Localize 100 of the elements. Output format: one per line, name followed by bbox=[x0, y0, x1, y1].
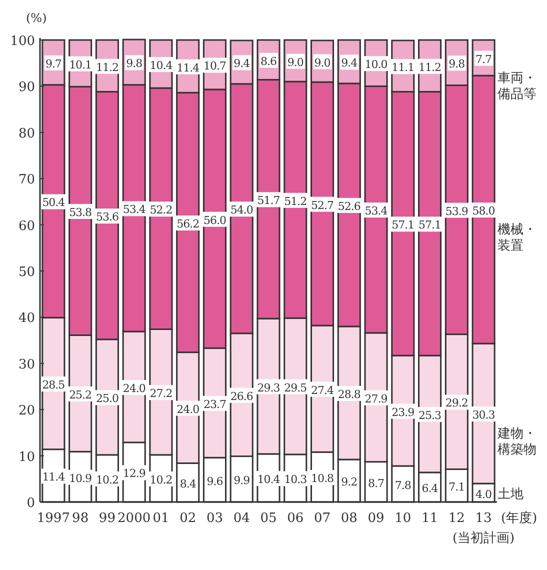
data-label: 10.8 bbox=[311, 472, 334, 486]
x-tick-label: 04 bbox=[233, 511, 250, 526]
data-label: 10.7 bbox=[203, 60, 226, 73]
data-label: 9.9 bbox=[234, 474, 250, 488]
data-label: 57.1 bbox=[418, 218, 442, 232]
data-label: 52.7 bbox=[311, 198, 334, 212]
data-label: 27.2 bbox=[150, 387, 172, 400]
data-label: 30.3 bbox=[472, 408, 496, 422]
data-label: 10.4 bbox=[150, 59, 173, 72]
data-label: 24.0 bbox=[122, 382, 146, 395]
data-label: 53.6 bbox=[96, 210, 119, 224]
data-label: 56.2 bbox=[176, 217, 200, 230]
data-label: 7.1 bbox=[448, 480, 465, 494]
x-tick-label: 99 bbox=[98, 511, 116, 526]
data-label: 53.8 bbox=[69, 206, 92, 219]
data-label: 29.5 bbox=[284, 381, 308, 394]
data-label: 11.2 bbox=[96, 60, 118, 74]
series-label: 機械・装置 bbox=[498, 222, 537, 254]
data-label: 27.4 bbox=[311, 384, 334, 397]
y-tick-label: 30 bbox=[18, 357, 35, 372]
text: (当初計画) bbox=[452, 531, 515, 546]
x-tick-label: 06 bbox=[287, 511, 304, 526]
data-label: 26.6 bbox=[230, 390, 254, 403]
data-label: 51.2 bbox=[284, 194, 307, 208]
data-label: 51.7 bbox=[257, 194, 280, 208]
y-tick-label: 0 bbox=[26, 496, 35, 511]
data-label: 9.0 bbox=[314, 56, 331, 70]
x-tick-label: 1997 bbox=[36, 511, 70, 526]
y-tick-label: 90 bbox=[18, 80, 35, 96]
data-label: 52.2 bbox=[150, 204, 172, 217]
data-label: 10.0 bbox=[364, 58, 388, 72]
x-tick-label: 03 bbox=[206, 511, 224, 526]
data-label: 10.1 bbox=[69, 58, 92, 72]
data-label: 11.4 bbox=[176, 61, 200, 74]
data-label: 25.2 bbox=[69, 388, 92, 402]
y-tick-label: 70 bbox=[18, 172, 35, 188]
data-label: 10.2 bbox=[150, 473, 172, 486]
series-label: 土地 bbox=[498, 487, 524, 502]
data-label: 9.2 bbox=[341, 476, 358, 489]
data-label: 29.2 bbox=[445, 396, 468, 410]
data-label: 9.6 bbox=[206, 474, 224, 488]
y-axis-title: (%) bbox=[26, 11, 47, 25]
data-label: 11.4 bbox=[42, 470, 66, 484]
data-label: 7.8 bbox=[394, 478, 412, 492]
data-label: 9.8 bbox=[126, 57, 143, 70]
data-label: 10.3 bbox=[284, 473, 308, 486]
y-tick-label: 20 bbox=[18, 404, 35, 419]
data-label: 27.9 bbox=[364, 392, 388, 406]
series-label: 建物・構築物 bbox=[496, 426, 537, 458]
data-label: 53.9 bbox=[445, 204, 468, 218]
x-tick-label: 01 bbox=[152, 511, 170, 526]
data-label: 9.7 bbox=[45, 57, 62, 70]
data-label: 50.4 bbox=[42, 196, 66, 210]
data-label: 57.1 bbox=[392, 218, 414, 232]
x-tick-label: 12 bbox=[448, 511, 465, 526]
x-tick-label: 08 bbox=[340, 511, 358, 526]
x-tick-label: 10 bbox=[394, 511, 412, 526]
x-tick-label: 2000 bbox=[118, 511, 151, 526]
x-tick-label: 02 bbox=[180, 511, 196, 526]
data-label: 7.7 bbox=[476, 52, 492, 66]
data-label: 28.8 bbox=[338, 388, 361, 401]
data-label: 10.4 bbox=[257, 472, 280, 486]
data-label: 4.0 bbox=[476, 488, 492, 501]
x-tick-label: 05 bbox=[260, 511, 277, 526]
data-label: 9.8 bbox=[448, 58, 466, 71]
data-label: 9.4 bbox=[341, 56, 358, 70]
data-label: 25.0 bbox=[96, 392, 119, 406]
data-label: 12.9 bbox=[122, 467, 146, 480]
data-label: 8.7 bbox=[368, 476, 385, 490]
x-tick-label: 07 bbox=[314, 511, 331, 526]
data-label: 54.0 bbox=[230, 204, 254, 217]
x-tick-label: 11 bbox=[422, 511, 438, 526]
data-label: 9.4 bbox=[234, 57, 250, 70]
y-tick-label: 60 bbox=[18, 218, 35, 234]
data-label: 58.0 bbox=[472, 204, 496, 218]
data-label: 23.7 bbox=[203, 398, 226, 411]
x-axis-title: (年度) bbox=[501, 510, 538, 526]
y-tick-label: 50 bbox=[18, 265, 35, 280]
data-label: 8.4 bbox=[180, 478, 196, 491]
data-label: 11.1 bbox=[392, 61, 414, 74]
data-label: 10.2 bbox=[96, 473, 118, 486]
y-tick-label: 40 bbox=[18, 311, 35, 326]
y-tick-label: 10 bbox=[18, 450, 35, 465]
y-tick-label: 80 bbox=[18, 126, 35, 142]
data-label: 6.4 bbox=[422, 482, 438, 496]
data-label: 28.5 bbox=[42, 378, 66, 392]
x-tick-label: 98 bbox=[72, 511, 89, 526]
data-label: 56.0 bbox=[203, 214, 226, 227]
data-label: 8.6 bbox=[260, 54, 277, 68]
data-label: 11.2 bbox=[418, 60, 442, 74]
data-label: 29.3 bbox=[257, 381, 280, 394]
data-label: 53.4 bbox=[122, 203, 146, 216]
series-label: 車両・備品等 bbox=[498, 70, 537, 102]
x-tick-label: 09 bbox=[368, 511, 384, 526]
data-label: 25.3 bbox=[418, 408, 442, 422]
data-label: 10.9 bbox=[69, 472, 92, 485]
data-label: 23.9 bbox=[392, 406, 415, 419]
data-label: 24.0 bbox=[176, 402, 200, 416]
data-label: 9.0 bbox=[287, 56, 304, 69]
y-tick-label: 100 bbox=[10, 34, 35, 49]
